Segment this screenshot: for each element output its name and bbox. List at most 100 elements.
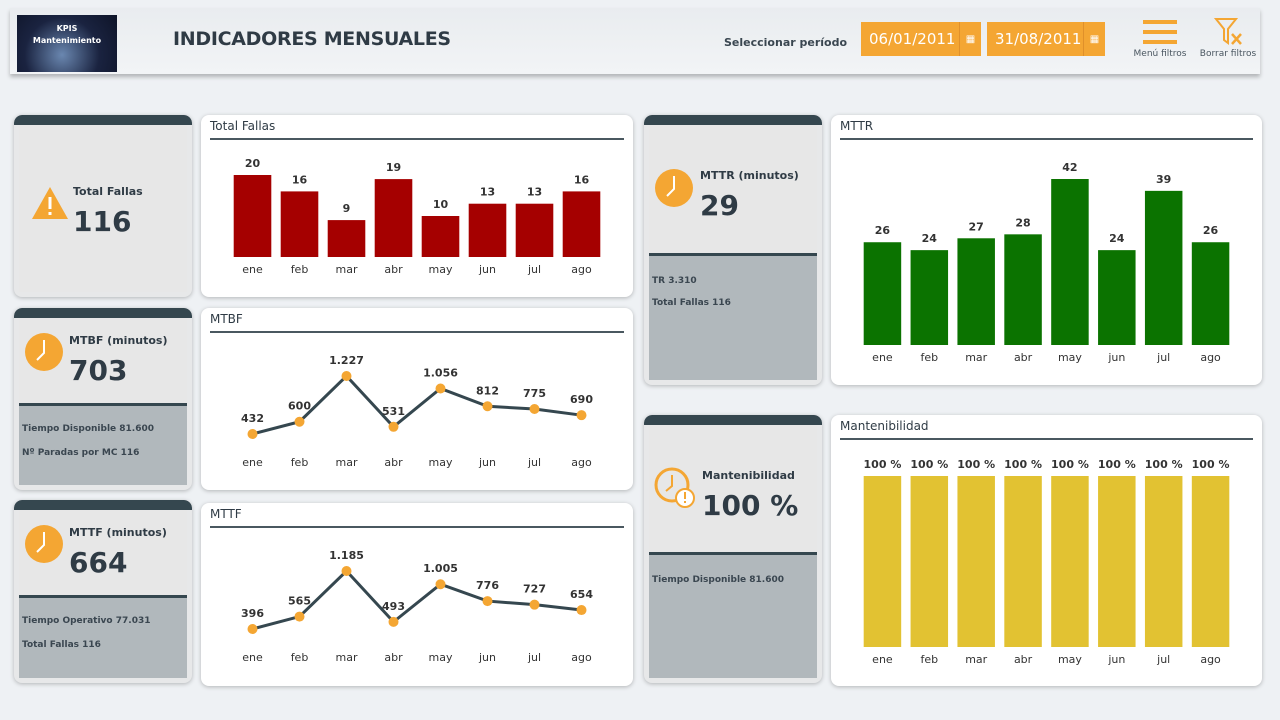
data-point: [294, 611, 305, 622]
data-label: 27: [969, 220, 984, 233]
data-label: 100 %: [1051, 458, 1089, 471]
chart-mtbf: MTBF ene feb mar abr may jun jul ago 432 600 1.227…: [201, 308, 633, 490]
x-tick-label: jun: [478, 456, 496, 469]
x-tick-label: jun: [478, 651, 496, 664]
calendar-icon[interactable]: ▦: [1083, 22, 1105, 56]
data-point: [341, 371, 352, 381]
data-label: 100 %: [864, 458, 902, 471]
menu-icon: [1143, 20, 1177, 44]
series-line: [252, 373, 582, 436]
bar: [1098, 476, 1136, 647]
clock-icon: [25, 333, 63, 371]
x-tick-label: abr: [384, 456, 403, 469]
mttf-chart-svg: ene feb mar abr may jun jul ago 396 565 1.185 493 1.…: [241, 549, 593, 664]
kpi-mantenibilidad: Mantenibilidad 100 % Tiempo Disponible 8…: [644, 415, 822, 683]
data-label: 100 %: [910, 458, 948, 471]
total-fallas-chart-svg: ene feb mar abr may jun jul ago 20 16 9 19 10 13 13 16: [233, 157, 601, 276]
data-label: 432: [241, 412, 264, 425]
bar: [562, 191, 601, 257]
calendar-icon[interactable]: ▦: [959, 22, 981, 56]
x-tick-label: mar: [965, 351, 987, 364]
x-tick-label: mar: [336, 456, 358, 469]
x-tick-label: feb: [921, 653, 939, 666]
data-point: [341, 566, 352, 576]
data-label: 812: [476, 384, 499, 397]
x-tick-label: feb: [291, 651, 309, 664]
data-point: [247, 429, 258, 439]
data-label: 1.227: [329, 354, 364, 367]
data-label: 16: [292, 173, 308, 186]
bar: [1004, 234, 1042, 345]
mantenibilidad-chart-svg: ene feb mar abr may jun jul ago 100 % 100 % 100 % 1…: [864, 458, 1230, 666]
x-tick-label: jul: [1156, 653, 1170, 666]
kpi-mttr: MTTR (minutos) 29 TR 3.310 Total Fallas 1…: [644, 115, 822, 385]
x-tick-label: feb: [291, 263, 309, 276]
period-label: Seleccionar período: [724, 36, 848, 49]
clear-filters-button[interactable]: Borrar filtros: [1196, 18, 1260, 59]
data-point: [482, 596, 493, 607]
data-point: [529, 403, 540, 414]
bar: [515, 203, 554, 257]
data-label: 26: [1203, 224, 1219, 237]
x-tick-label: mar: [336, 263, 358, 276]
clock-icon: [25, 525, 63, 563]
kpi-total-fallas: Total Fallas 116: [14, 115, 192, 297]
data-label: 20: [245, 157, 261, 170]
bar: [421, 216, 460, 257]
data-label: 42: [1062, 161, 1077, 174]
x-tick-label: may: [429, 456, 453, 469]
data-label: 24: [1109, 232, 1125, 245]
bar: [1051, 179, 1089, 345]
x-tick-label: ago: [571, 456, 592, 469]
data-label: 1.056: [423, 366, 458, 379]
data-label: 727: [523, 583, 546, 596]
data-label: 775: [523, 387, 546, 400]
bar: [468, 203, 507, 257]
data-label: 493: [382, 600, 405, 613]
date-end-picker[interactable]: 31/08/2011 ▦: [987, 22, 1105, 56]
page-title: INDICADORES MENSUALES: [173, 28, 451, 50]
x-tick-label: ene: [242, 456, 263, 469]
x-tick-label: jul: [527, 456, 541, 469]
chart-mantenibilidad: Mantenibilidad ene feb mar abr may jun jul ago 1…: [831, 415, 1262, 686]
x-tick-label: ago: [1200, 351, 1221, 364]
data-label: 100 %: [957, 458, 995, 471]
data-label: 13: [480, 186, 495, 199]
x-tick-label: may: [1058, 653, 1082, 666]
x-tick-label: jul: [527, 651, 541, 664]
bar: [1144, 190, 1183, 345]
data-label: 654: [570, 588, 593, 601]
data-label: 1.005: [423, 562, 458, 575]
data-label: 13: [527, 186, 542, 199]
data-label: 776: [476, 579, 499, 592]
bar: [1098, 250, 1136, 345]
data-point: [388, 421, 399, 432]
bar: [1004, 476, 1042, 647]
bar: [910, 476, 949, 647]
filter-menu-button[interactable]: Menú filtros: [1130, 18, 1190, 59]
data-label: 28: [1015, 216, 1030, 229]
x-tick-label: ago: [571, 263, 592, 276]
data-label: 26: [875, 224, 891, 237]
x-tick-label: jun: [1107, 653, 1125, 666]
data-point: [576, 410, 587, 421]
date-start-picker[interactable]: 06/01/2011 ▦: [861, 22, 981, 56]
x-tick-label: feb: [291, 456, 309, 469]
x-tick-label: ago: [1200, 653, 1221, 666]
x-tick-label: jun: [1107, 351, 1125, 364]
x-tick-label: feb: [921, 351, 939, 364]
data-label: 9: [343, 202, 351, 215]
x-tick-label: ene: [872, 351, 893, 364]
bar: [1191, 242, 1230, 345]
x-tick-label: jun: [478, 263, 496, 276]
kpi-mtbf: MTBF (minutos) 703 Tiempo Disponible 81.…: [14, 308, 192, 490]
data-point: [529, 599, 540, 610]
data-label: 100 %: [1004, 458, 1042, 471]
bar: [1144, 476, 1183, 647]
data-point: [435, 383, 446, 394]
x-tick-label: abr: [1014, 351, 1033, 364]
bar: [863, 242, 902, 345]
data-point: [247, 624, 258, 634]
data-point: [482, 401, 493, 412]
data-label: 100 %: [1098, 458, 1136, 471]
